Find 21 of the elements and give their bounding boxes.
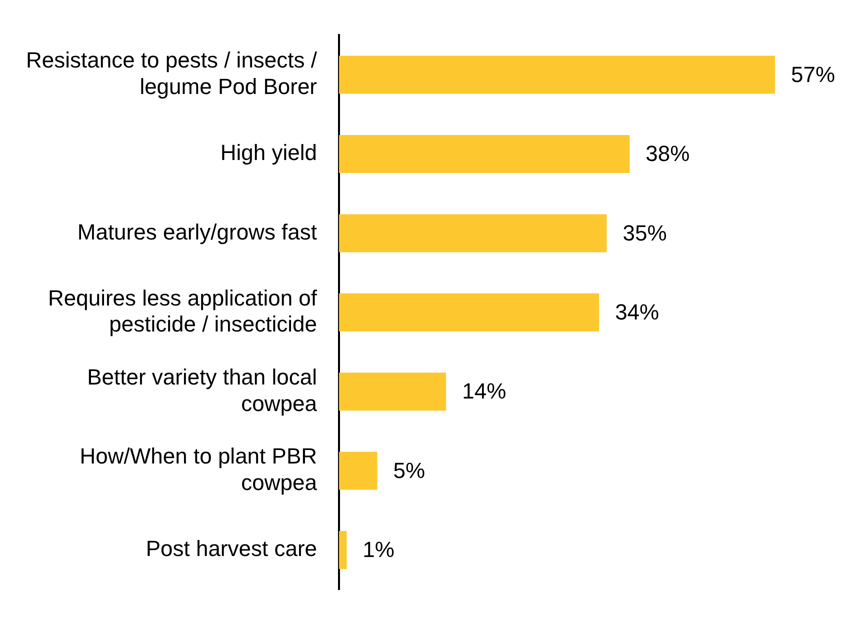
bar <box>339 530 347 570</box>
bar <box>339 452 378 490</box>
y-tick-label: Matures early/grows fast <box>77 219 318 244</box>
bar <box>339 372 446 411</box>
y-tick-label: Post harvest care <box>146 536 318 562</box>
bar <box>339 293 600 332</box>
y-tick-label: High yield <box>220 140 318 166</box>
y-tick-label: How/When to plant PBR cowpea <box>80 444 318 496</box>
data-label: 14% <box>462 378 506 404</box>
bar <box>339 214 607 252</box>
data-label: 34% <box>615 299 660 324</box>
data-label: 35% <box>622 220 667 246</box>
y-tick-label: Better variety than local cowpea <box>87 364 318 416</box>
data-label: 57% <box>791 62 836 87</box>
data-label: 38% <box>646 141 690 166</box>
y-tick-label: Resistance to pests / insects / legume Pod Borer <box>26 48 318 100</box>
y-tick-label: Requires less application of pesticide / insecticide <box>48 285 318 337</box>
bar <box>339 56 775 94</box>
data-label: 1% <box>362 537 394 562</box>
bar <box>339 134 630 174</box>
data-label: 5% <box>393 458 426 483</box>
